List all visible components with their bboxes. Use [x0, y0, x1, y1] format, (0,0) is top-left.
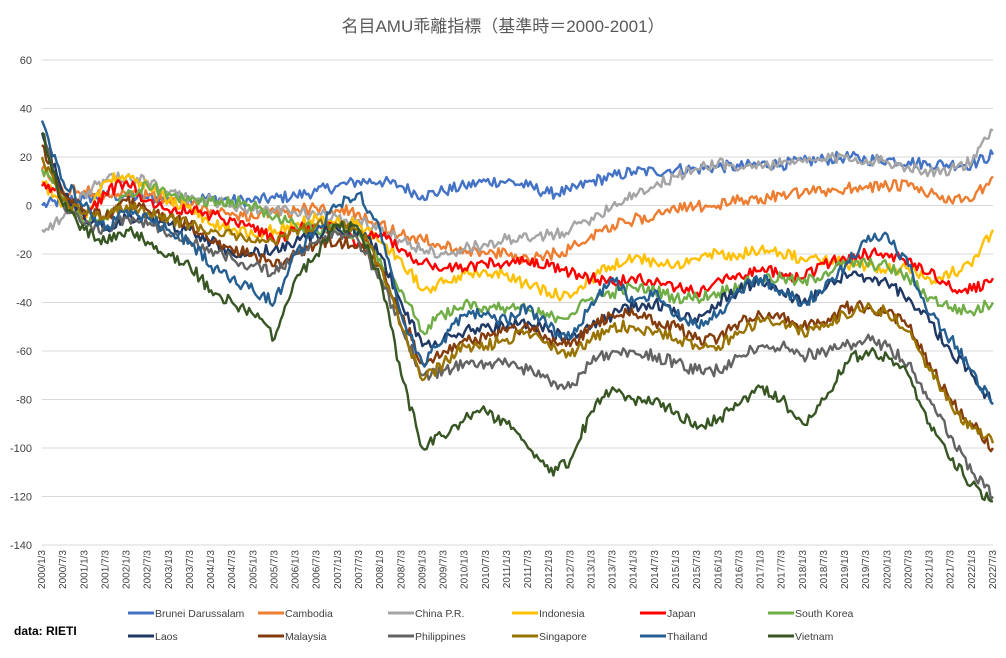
x-tick-label: 2019/1/3 — [840, 550, 851, 589]
x-tick-label: 2006/1/3 — [291, 550, 302, 589]
x-tick-label: 2001/1/3 — [79, 550, 90, 589]
x-tick-label: 2012/1/3 — [544, 550, 555, 589]
legend-label: South Korea — [795, 608, 854, 620]
legend-label: Malaysia — [285, 631, 327, 643]
y-tick-label: 0 — [26, 201, 32, 213]
y-tick-label: -40 — [16, 298, 32, 310]
x-tick-label: 2010/1/3 — [460, 550, 471, 589]
legend-label: Laos — [155, 631, 178, 643]
y-tick-label: -120 — [10, 492, 32, 504]
legend-label: Vietnam — [795, 631, 834, 643]
series-line — [40, 120, 994, 406]
x-tick-label: 2008/7/3 — [396, 550, 407, 589]
x-tick-label: 2002/1/3 — [122, 550, 133, 589]
series-line — [40, 132, 994, 406]
x-tick-label: 2001/7/3 — [100, 550, 111, 589]
x-tick-label: 2017/7/3 — [777, 550, 788, 589]
x-tick-label: 2013/1/3 — [586, 550, 597, 589]
x-tick-label: 2004/1/3 — [206, 550, 217, 589]
x-tick-label: 2011/1/3 — [502, 550, 513, 589]
y-tick-label: -140 — [10, 540, 32, 552]
x-tick-label: 2017/1/3 — [756, 550, 767, 589]
x-tick-label: 2005/7/3 — [269, 550, 280, 589]
chart-title: 名目AMU乖離指標（基準時＝2000-2001） — [341, 17, 664, 36]
x-tick-label: 2016/1/3 — [713, 550, 724, 589]
y-tick-label: -20 — [16, 249, 32, 261]
x-tick-label: 2002/7/3 — [143, 550, 154, 589]
x-tick-label: 2018/7/3 — [819, 550, 830, 589]
series-line — [40, 156, 995, 444]
x-tick-label: 2007/1/3 — [333, 550, 344, 589]
x-tick-label: 2016/7/3 — [734, 550, 745, 589]
x-tick-label: 2022/7/3 — [988, 550, 999, 589]
x-tick-label: 2010/7/3 — [481, 550, 492, 589]
series-lines — [40, 120, 995, 503]
legend-label: Japan — [667, 608, 696, 620]
x-tick-label: 2009/1/3 — [417, 550, 428, 589]
x-tick-label: 2020/1/3 — [882, 550, 893, 589]
y-axis-ticks: 60 40 20 0 -20 -40 -60 -80 -100 -120 -140 — [10, 55, 32, 552]
x-tick-label: 2006/7/3 — [312, 550, 323, 589]
x-tick-label: 2022/1/3 — [967, 550, 978, 589]
x-tick-label: 2007/7/3 — [354, 550, 365, 589]
series-line — [40, 164, 994, 266]
legend-label: China P.R. — [415, 608, 464, 620]
x-tick-label: 2014/7/3 — [650, 550, 661, 589]
x-axis-ticks: 2000/1/3 2000/7/3 2001/1/3 2001/7/3 2002/1/3… — [37, 550, 999, 589]
x-tick-label: 2000/7/3 — [58, 550, 69, 589]
legend-label: Thailand — [667, 631, 707, 643]
y-tick-label: -100 — [10, 443, 32, 455]
x-tick-label: 2019/7/3 — [861, 550, 872, 589]
source-note: data: RIETI — [14, 624, 77, 638]
x-tick-label: 2014/1/3 — [629, 550, 640, 589]
series-line — [40, 167, 995, 336]
x-tick-label: 2003/7/3 — [185, 550, 196, 589]
x-tick-label: 2018/1/3 — [798, 550, 809, 589]
series-line — [41, 132, 994, 503]
legend: Brunei Darussalam Cambodia China P.R. Indon… — [128, 608, 854, 643]
legend-label: Singapore — [539, 631, 587, 643]
y-tick-label: -80 — [16, 395, 32, 407]
x-tick-label: 2020/7/3 — [903, 550, 914, 589]
y-tick-label: 60 — [20, 55, 32, 67]
x-tick-label: 2009/7/3 — [439, 550, 450, 589]
x-tick-label: 2013/7/3 — [608, 550, 619, 589]
x-tick-label: 2021/1/3 — [925, 550, 936, 589]
legend-label: Cambodia — [285, 608, 333, 620]
x-tick-label: 2021/7/3 — [946, 550, 957, 589]
x-tick-label: 2005/1/3 — [248, 550, 259, 589]
x-tick-label: 2000/1/3 — [37, 550, 48, 589]
legend-label: Philippines — [415, 631, 466, 643]
legend-label: Indonesia — [539, 608, 585, 620]
x-tick-label: 2004/7/3 — [227, 550, 238, 589]
x-tick-label: 2008/1/3 — [375, 550, 386, 589]
x-tick-label: 2015/1/3 — [671, 550, 682, 589]
legend-label: Brunei Darussalam — [155, 608, 245, 620]
x-tick-label: 2003/1/3 — [164, 550, 175, 589]
x-tick-label: 2012/7/3 — [565, 550, 576, 589]
series-line — [40, 178, 995, 298]
y-tick-label: 20 — [20, 152, 32, 164]
grid-lines — [42, 59, 993, 546]
y-tick-label: -60 — [16, 346, 32, 358]
x-tick-label: 2015/7/3 — [692, 550, 703, 589]
y-tick-label: 40 — [20, 104, 32, 116]
x-tick-label: 2011/7/3 — [523, 550, 534, 589]
